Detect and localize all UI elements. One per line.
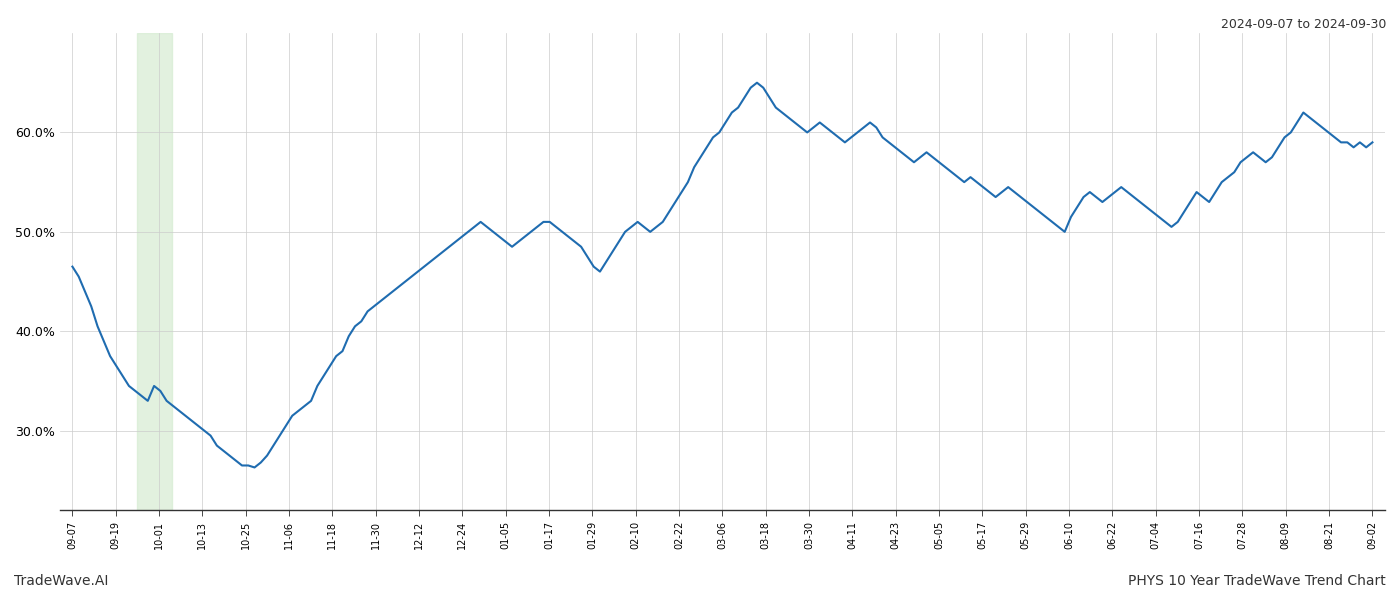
Text: 2024-09-07 to 2024-09-30: 2024-09-07 to 2024-09-30 [1221,18,1386,31]
Text: TradeWave.AI: TradeWave.AI [14,574,108,588]
Bar [137,33,172,510]
Text: PHYS 10 Year TradeWave Trend Chart: PHYS 10 Year TradeWave Trend Chart [1128,574,1386,588]
